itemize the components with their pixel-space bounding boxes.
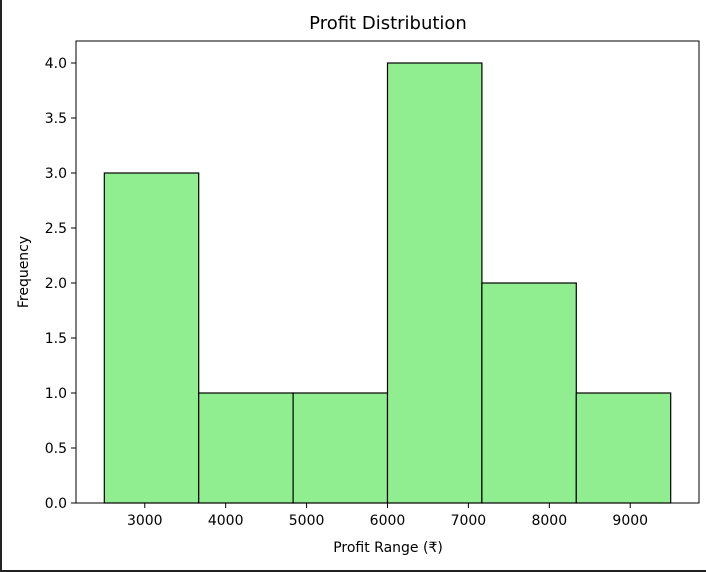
y-tick-label: 3.5 [45,111,67,127]
histogram-bar-5 [481,282,577,504]
x-tick-label: 6000 [370,513,406,529]
x-tick-label: 8000 [531,513,567,529]
chart-title: Profit Distribution [309,13,467,34]
histogram-bar-3 [292,392,389,504]
histogram-bar-6 [575,392,672,504]
x-tick-label: 9000 [612,513,648,529]
x-axis-title: Profit Range (₹) [333,540,443,556]
histogram-bar-2 [198,392,294,504]
x-tick-label: 5000 [289,513,325,529]
y-tick-label: 1.5 [45,331,67,347]
histogram-bar-1 [103,172,200,504]
y-tick-label: 2.0 [45,276,67,292]
y-tick-label: 0.5 [45,441,67,457]
y-tick-label: 4.0 [45,56,67,72]
y-tick-label: 0.0 [45,496,67,512]
x-axis: 3000 4000 5000 6000 7000 8000 9000 [127,503,648,529]
bars-layer [103,62,672,504]
y-tick-label: 1.0 [45,386,67,402]
y-tick-label: 2.5 [45,221,67,237]
y-tick-label: 3.0 [45,166,67,182]
histogram-bar-4 [386,62,483,504]
x-tick-label: 7000 [451,513,487,529]
x-tick-label: 4000 [208,513,244,529]
y-axis-title: Frequency [16,236,32,308]
y-axis: 0.0 0.5 1.0 1.5 2.0 2.5 3.0 3.5 4.0 [45,56,76,512]
x-tick-label: 3000 [127,513,163,529]
